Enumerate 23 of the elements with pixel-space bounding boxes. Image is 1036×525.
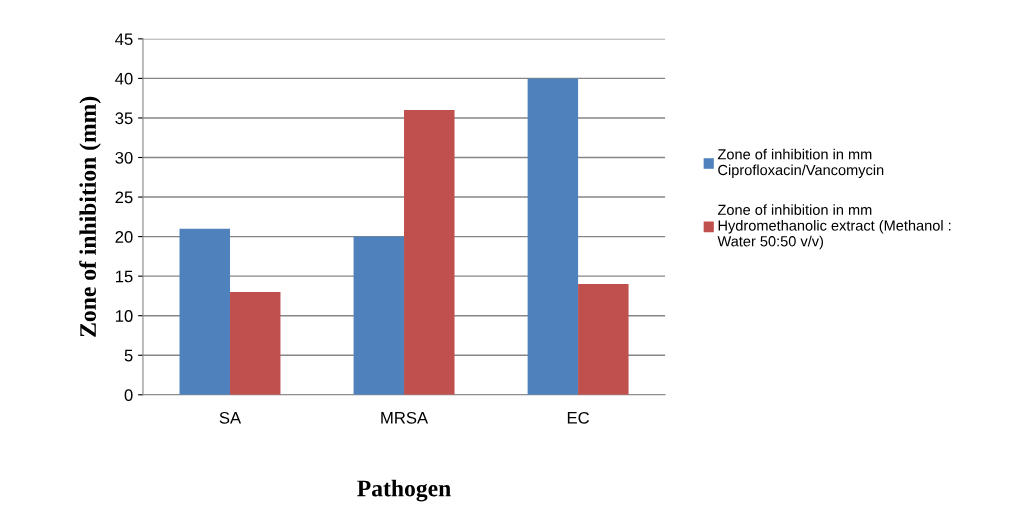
y-tick-label: 35 — [115, 112, 133, 125]
y-tick-label: 20 — [115, 231, 133, 243]
bar — [353, 236, 405, 395]
legend-label: Zone of inhibition in mm Ciprofloxacin/Vancomycin — [717, 148, 884, 179]
y-tick-label: 45 — [115, 33, 133, 46]
x-axis-title: Pathogen — [357, 479, 451, 502]
bar — [404, 110, 455, 395]
y-tick-label: 10 — [115, 310, 133, 322]
y-tick-label: 5 — [124, 349, 133, 362]
bar — [229, 291, 281, 395]
y-tick-label: 25 — [115, 191, 133, 204]
bar — [179, 228, 230, 395]
x-tick-label: SA — [219, 411, 242, 424]
y-tick-label: 30 — [115, 151, 133, 164]
x-tick-label: MRSA — [381, 411, 429, 424]
y-axis-title: Zone of inhibition (mm) — [79, 96, 101, 337]
y-tick-label: 0 — [124, 389, 133, 401]
y-tick-label: 40 — [115, 72, 133, 85]
bar — [527, 78, 579, 395]
x-tick-label: EC — [567, 411, 590, 424]
y-tick-label: 15 — [115, 270, 133, 283]
legend-label: Zone of inhibition in mm Hydromethanolic extract (Methanol : Water 50:50 v/v) — [717, 204, 951, 250]
bar — [578, 284, 629, 395]
